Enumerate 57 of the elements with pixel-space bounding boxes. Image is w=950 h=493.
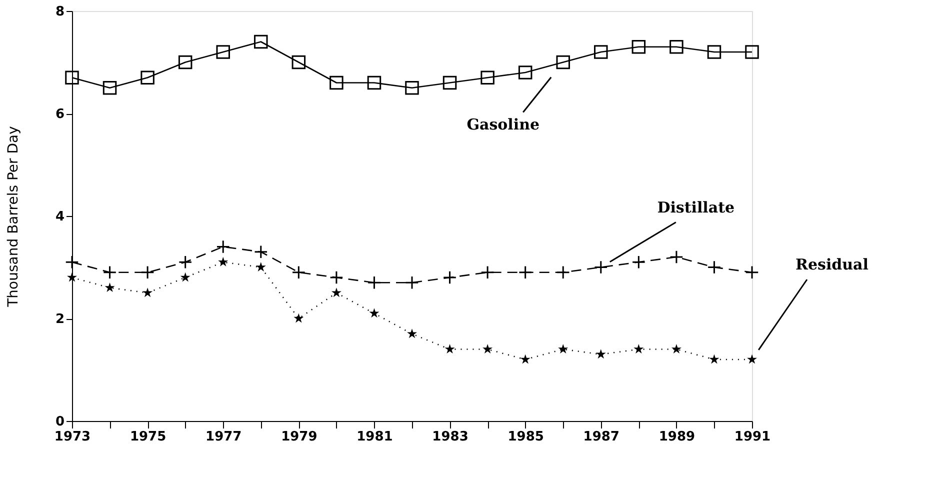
point bbox=[707, 45, 722, 59]
text: Distillate bbox=[657, 198, 735, 216]
y-axis-title: Thousand Barrels Per Day bbox=[5, 126, 22, 308]
point bbox=[747, 354, 757, 364]
point bbox=[709, 354, 720, 364]
point bbox=[671, 344, 682, 354]
point bbox=[140, 70, 154, 84]
point bbox=[331, 288, 342, 298]
point bbox=[745, 45, 759, 59]
y-tick-label: 6 bbox=[55, 107, 64, 122]
x-tick-label: 1983 bbox=[432, 430, 468, 444]
point bbox=[558, 344, 568, 354]
point bbox=[632, 40, 646, 54]
x-tick-label: 1981 bbox=[356, 430, 393, 444]
point bbox=[556, 55, 570, 70]
point bbox=[102, 81, 117, 95]
point bbox=[596, 349, 606, 359]
x-tick-label: 1989 bbox=[658, 430, 696, 444]
point bbox=[142, 288, 153, 298]
x-tick-label: 1987 bbox=[583, 430, 620, 444]
point bbox=[65, 70, 79, 84]
point bbox=[442, 76, 457, 90]
point bbox=[330, 76, 344, 90]
point bbox=[634, 344, 644, 354]
point bbox=[256, 262, 266, 272]
y-tick-label: 4 bbox=[55, 210, 64, 224]
point bbox=[520, 354, 530, 364]
x-tick-label: 1985 bbox=[508, 430, 544, 444]
x-tick-label: 1977 bbox=[206, 430, 242, 444]
legend-label: Gasoline bbox=[466, 115, 540, 134]
point bbox=[292, 55, 306, 70]
y-tick-label: 2 bbox=[55, 312, 64, 327]
point bbox=[294, 313, 304, 323]
point bbox=[178, 55, 192, 70]
point bbox=[480, 70, 494, 84]
point bbox=[518, 66, 532, 80]
point bbox=[405, 81, 419, 95]
point bbox=[218, 256, 228, 266]
point bbox=[482, 344, 493, 354]
x-tick-label: 1991 bbox=[734, 430, 771, 444]
x-tick-label: 1975 bbox=[130, 430, 166, 444]
point bbox=[444, 344, 455, 354]
point bbox=[216, 45, 230, 59]
point bbox=[104, 282, 115, 292]
point bbox=[369, 308, 380, 318]
point bbox=[67, 272, 77, 282]
point bbox=[594, 45, 608, 59]
point bbox=[367, 76, 382, 90]
x-tick-label: 1973 bbox=[54, 430, 91, 444]
point bbox=[407, 328, 417, 338]
y-tick-label: 8 bbox=[55, 4, 64, 20]
point bbox=[254, 34, 268, 49]
point bbox=[670, 40, 684, 54]
x-tick-label: 1979 bbox=[281, 430, 318, 444]
text: Residual bbox=[796, 256, 869, 274]
y-tick-label: 0 bbox=[55, 414, 64, 430]
point bbox=[180, 272, 190, 282]
